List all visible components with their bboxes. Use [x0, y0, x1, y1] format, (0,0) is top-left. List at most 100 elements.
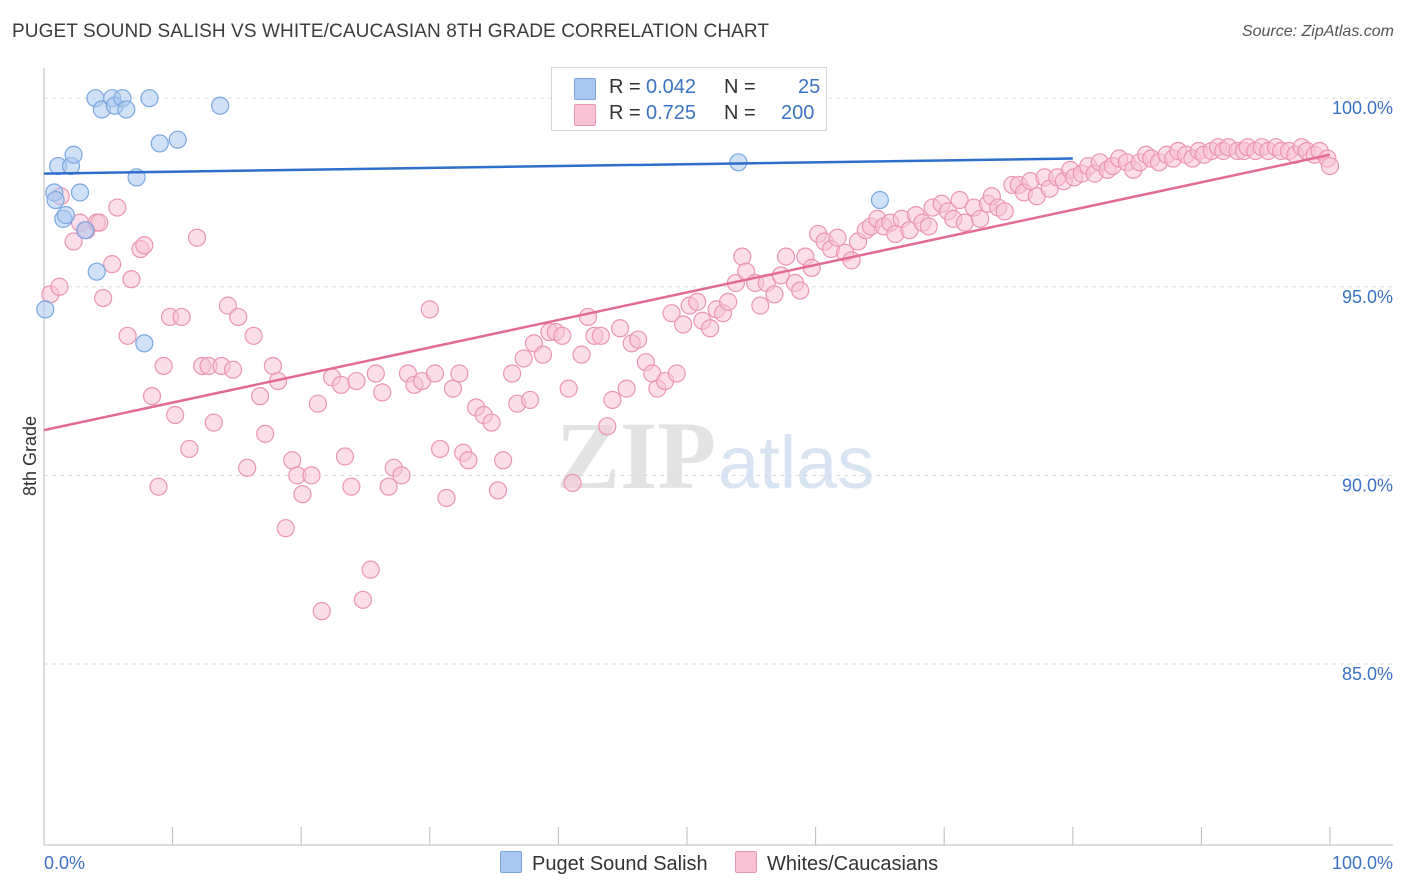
gridlines — [44, 97, 1393, 665]
data-point — [335, 447, 355, 466]
data-point — [122, 270, 141, 289]
data-point — [603, 390, 622, 410]
data-point — [276, 519, 295, 538]
data-point — [776, 247, 796, 266]
x-tick-label-min: 0.0% — [44, 853, 85, 873]
data-point — [168, 130, 187, 149]
data-point — [488, 481, 508, 500]
bottom-legend-label-whites: Whites/Caucasians — [767, 853, 939, 875]
data-point — [971, 209, 990, 228]
bottom-legend-salish: Puget Sound Salish — [500, 851, 708, 876]
data-point — [430, 439, 450, 459]
data-point — [733, 247, 752, 266]
data-point — [150, 134, 169, 153]
data-point — [36, 300, 55, 319]
axes — [43, 68, 1393, 846]
data-point — [223, 360, 243, 379]
data-point — [204, 413, 223, 432]
y-tick-label: 95.0% — [1342, 287, 1393, 307]
data-point — [459, 451, 478, 470]
data-point — [450, 364, 469, 383]
data-point — [149, 477, 168, 496]
legend-r-label: R = — [609, 102, 641, 124]
legend-n-label: N = — [724, 76, 756, 98]
data-point — [166, 405, 185, 425]
legend-swatch-whites — [574, 104, 596, 126]
data-point — [64, 232, 83, 251]
data-point — [870, 190, 890, 210]
y-tick-labels: 100.0% 95.0% 90.0% 85.0% — [1332, 98, 1393, 684]
data-point — [108, 198, 127, 217]
data-point — [514, 349, 533, 368]
data-point — [373, 383, 392, 402]
y-axis-title: 8th Grade — [20, 416, 40, 496]
data-point — [791, 281, 810, 300]
y-tick-label: 85.0% — [1342, 664, 1393, 684]
data-point — [533, 345, 553, 364]
data-point — [591, 326, 610, 345]
trend-line-salish — [43, 157, 1073, 175]
data-point — [140, 89, 159, 108]
data-point — [765, 285, 784, 304]
data-point — [553, 326, 572, 345]
legend-swatch-salish — [574, 78, 596, 100]
data-point — [361, 560, 380, 579]
data-point — [701, 319, 720, 338]
data-point — [118, 326, 137, 345]
chart-title: PUGET SOUND SALISH VS WHITE/CAUCASIAN 8T… — [12, 21, 770, 42]
data-point — [392, 466, 411, 485]
data-point — [70, 183, 90, 202]
data-point — [238, 458, 257, 477]
data-point — [142, 387, 162, 406]
data-point — [331, 375, 351, 394]
bottom-legend-whites: Whites/Caucasians — [735, 851, 938, 876]
y-tick-label: 100.0% — [1332, 98, 1393, 118]
data-point — [308, 394, 328, 413]
data-point — [187, 228, 207, 247]
data-point — [688, 292, 707, 311]
data-point — [154, 356, 173, 376]
legend-r-label: R = — [609, 76, 641, 98]
data-point — [617, 379, 636, 398]
data-point — [64, 145, 83, 164]
legend-r-value-salish: 0.042 — [646, 76, 697, 98]
legend-n-value-salish: 25 — [798, 76, 821, 98]
data-point — [218, 296, 237, 315]
data-point — [955, 213, 974, 232]
data-point — [521, 390, 540, 410]
data-point — [76, 221, 95, 240]
bottom-legend-label-salish: Puget Sound Salish — [532, 853, 708, 875]
data-point — [443, 379, 463, 398]
data-point — [425, 364, 445, 383]
data-point — [211, 96, 230, 115]
data-point — [283, 451, 302, 470]
data-point — [103, 255, 122, 274]
data-point — [87, 262, 106, 281]
data-point — [263, 356, 283, 376]
legend-n-value-whites: 200 — [781, 102, 815, 124]
data-point — [828, 228, 847, 247]
data-point — [135, 236, 154, 255]
data-point — [578, 307, 598, 327]
data-point — [50, 277, 69, 296]
data-point — [56, 206, 75, 225]
data-point — [719, 292, 738, 311]
data-point — [94, 288, 113, 308]
data-point — [950, 190, 969, 210]
data-point — [559, 379, 578, 398]
bottom-legend-swatch-whites — [735, 851, 757, 873]
data-point — [494, 451, 513, 470]
legend-r-value-whites: 0.725 — [646, 102, 697, 124]
legend-n-label: N = — [724, 102, 756, 124]
watermark-zip: ZIP — [556, 402, 716, 509]
data-point — [674, 315, 693, 334]
data-point — [420, 300, 439, 319]
data-point — [302, 466, 321, 485]
data-point — [482, 413, 501, 432]
data-point — [353, 590, 373, 609]
data-point — [598, 417, 617, 436]
y-tick-label: 90.0% — [1342, 475, 1393, 495]
data-point — [572, 345, 591, 364]
x-tick-label-max: 100.0% — [1332, 853, 1393, 873]
